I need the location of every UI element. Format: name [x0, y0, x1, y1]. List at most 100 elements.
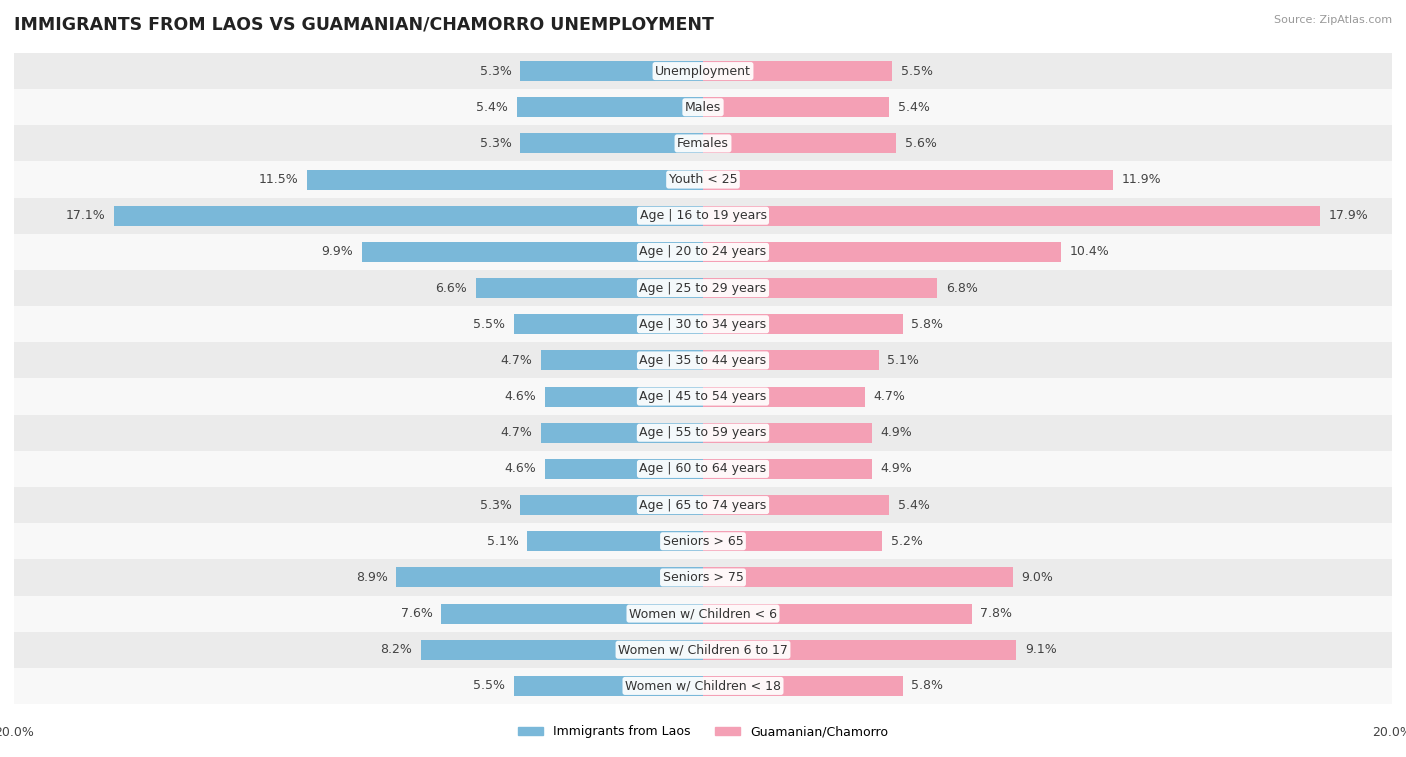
Text: Women w/ Children < 18: Women w/ Children < 18	[626, 680, 780, 693]
Text: Females: Females	[678, 137, 728, 150]
Bar	[541, 423, 703, 443]
Bar	[14, 668, 1392, 704]
Bar	[14, 126, 1392, 161]
Text: Youth < 25: Youth < 25	[669, 173, 737, 186]
Bar	[14, 596, 1392, 631]
Bar	[14, 451, 1392, 487]
Text: 17.9%: 17.9%	[1329, 209, 1368, 223]
Bar	[544, 387, 703, 407]
Bar	[14, 53, 1392, 89]
Bar	[14, 234, 1392, 270]
Text: 5.4%: 5.4%	[897, 101, 929, 114]
Bar	[703, 531, 882, 551]
Bar	[420, 640, 703, 659]
Bar	[14, 487, 1392, 523]
Text: 5.1%: 5.1%	[486, 534, 519, 548]
Text: Age | 60 to 64 years: Age | 60 to 64 years	[640, 463, 766, 475]
Bar	[14, 523, 1392, 559]
Text: 4.9%: 4.9%	[880, 463, 912, 475]
Text: 8.9%: 8.9%	[356, 571, 388, 584]
Text: Source: ZipAtlas.com: Source: ZipAtlas.com	[1274, 15, 1392, 25]
Text: Males: Males	[685, 101, 721, 114]
Text: 5.1%: 5.1%	[887, 354, 920, 367]
Text: 6.6%: 6.6%	[436, 282, 467, 294]
Text: Seniors > 75: Seniors > 75	[662, 571, 744, 584]
Bar	[703, 133, 896, 154]
Bar	[14, 89, 1392, 126]
Text: 20.0%: 20.0%	[0, 726, 34, 739]
Bar	[703, 350, 879, 370]
Text: 8.2%: 8.2%	[380, 643, 412, 656]
Text: Age | 20 to 24 years: Age | 20 to 24 years	[640, 245, 766, 258]
Text: Age | 65 to 74 years: Age | 65 to 74 years	[640, 499, 766, 512]
Text: 5.3%: 5.3%	[479, 137, 512, 150]
Bar	[703, 170, 1114, 189]
Text: Women w/ Children 6 to 17: Women w/ Children 6 to 17	[619, 643, 787, 656]
Bar	[520, 133, 703, 154]
Bar	[14, 198, 1392, 234]
Text: 9.1%: 9.1%	[1025, 643, 1057, 656]
Text: 4.9%: 4.9%	[880, 426, 912, 439]
Bar	[541, 350, 703, 370]
Bar	[14, 270, 1392, 306]
Text: 10.4%: 10.4%	[1070, 245, 1109, 258]
Bar	[527, 531, 703, 551]
Bar	[703, 459, 872, 479]
Text: 4.6%: 4.6%	[505, 390, 536, 403]
Bar	[703, 423, 872, 443]
Bar	[14, 306, 1392, 342]
Text: IMMIGRANTS FROM LAOS VS GUAMANIAN/CHAMORRO UNEMPLOYMENT: IMMIGRANTS FROM LAOS VS GUAMANIAN/CHAMOR…	[14, 15, 714, 33]
Bar	[396, 568, 703, 587]
Text: 5.8%: 5.8%	[911, 318, 943, 331]
Text: 5.5%: 5.5%	[472, 318, 505, 331]
Text: 5.4%: 5.4%	[477, 101, 509, 114]
Bar	[703, 242, 1062, 262]
Text: 5.8%: 5.8%	[911, 680, 943, 693]
Bar	[703, 676, 903, 696]
Bar	[513, 314, 703, 334]
Bar	[703, 603, 972, 624]
Text: 5.6%: 5.6%	[904, 137, 936, 150]
Text: Unemployment: Unemployment	[655, 64, 751, 77]
Bar	[703, 314, 903, 334]
Text: 17.1%: 17.1%	[66, 209, 105, 223]
Text: 4.7%: 4.7%	[873, 390, 905, 403]
Bar	[703, 568, 1012, 587]
Bar	[703, 640, 1017, 659]
Text: 11.5%: 11.5%	[259, 173, 298, 186]
Bar	[703, 278, 938, 298]
Text: 5.5%: 5.5%	[472, 680, 505, 693]
Text: 9.0%: 9.0%	[1022, 571, 1053, 584]
Bar	[14, 161, 1392, 198]
Text: 4.6%: 4.6%	[505, 463, 536, 475]
Text: Age | 30 to 34 years: Age | 30 to 34 years	[640, 318, 766, 331]
Text: Women w/ Children < 6: Women w/ Children < 6	[628, 607, 778, 620]
Text: 20.0%: 20.0%	[1372, 726, 1406, 739]
Text: 7.6%: 7.6%	[401, 607, 433, 620]
Bar	[14, 342, 1392, 378]
Text: 6.8%: 6.8%	[946, 282, 977, 294]
Bar	[14, 631, 1392, 668]
Bar	[520, 61, 703, 81]
Bar	[441, 603, 703, 624]
Text: 4.7%: 4.7%	[501, 426, 533, 439]
Text: 5.2%: 5.2%	[891, 534, 922, 548]
Text: Seniors > 65: Seniors > 65	[662, 534, 744, 548]
Text: 5.3%: 5.3%	[479, 64, 512, 77]
Text: Age | 16 to 19 years: Age | 16 to 19 years	[640, 209, 766, 223]
Text: 4.7%: 4.7%	[501, 354, 533, 367]
Text: 7.8%: 7.8%	[980, 607, 1012, 620]
Text: Age | 35 to 44 years: Age | 35 to 44 years	[640, 354, 766, 367]
Bar	[703, 98, 889, 117]
Text: Age | 45 to 54 years: Age | 45 to 54 years	[640, 390, 766, 403]
Bar	[14, 559, 1392, 596]
Bar	[14, 415, 1392, 451]
Bar	[307, 170, 703, 189]
Bar	[361, 242, 703, 262]
Bar	[703, 387, 865, 407]
Text: Age | 55 to 59 years: Age | 55 to 59 years	[640, 426, 766, 439]
Text: 9.9%: 9.9%	[322, 245, 353, 258]
Bar	[703, 495, 889, 515]
Bar	[544, 459, 703, 479]
Bar	[14, 378, 1392, 415]
